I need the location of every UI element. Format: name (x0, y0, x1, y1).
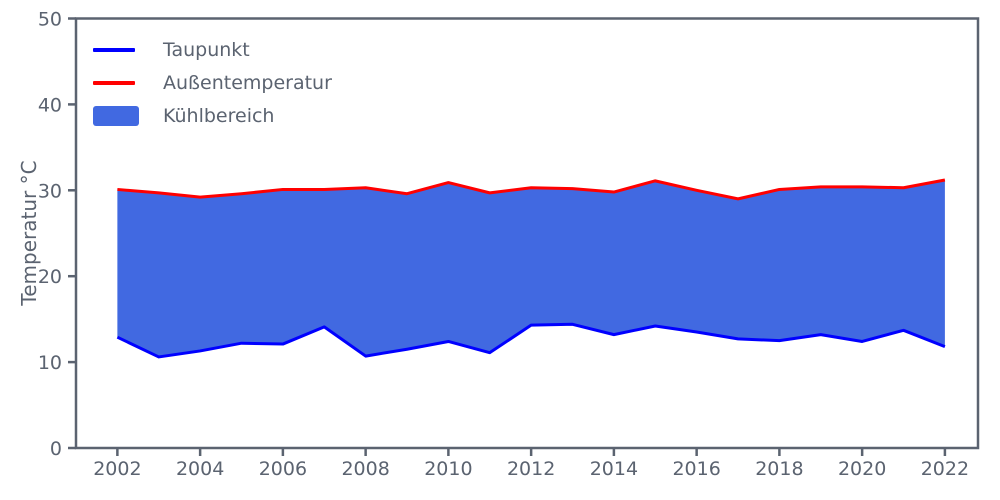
x-tick-label: 2006 (259, 458, 307, 480)
legend-item-taupunkt: Taupunkt (93, 33, 332, 66)
x-tick-label: 2004 (176, 458, 224, 480)
legend-label-taupunkt: Taupunkt (163, 38, 250, 61)
aussentemperatur-line-swatch (93, 80, 135, 85)
y-tick-label: 10 (38, 352, 62, 374)
legend-label-kuehlbereich: Kühlbereich (163, 104, 275, 127)
x-tick-label: 2018 (755, 458, 803, 480)
x-tick-label: 2008 (341, 458, 389, 480)
legend: Taupunkt Außentemperatur Kühlbereich (93, 33, 332, 132)
x-tick-label: 2014 (590, 458, 638, 480)
taupunkt-line-swatch (93, 47, 135, 52)
legend-label-aussentemperatur: Außentemperatur (163, 71, 332, 94)
x-tick-label: 2016 (672, 458, 720, 480)
x-tick-label: 2012 (507, 458, 555, 480)
y-tick-label: 50 (38, 9, 62, 31)
axis-frame (74, 17, 980, 450)
aussentemperatur-series (117, 178, 946, 201)
legend-marker-wrap (93, 80, 139, 85)
taupunkt-series (116, 322, 946, 359)
kuehlbereich-patch-swatch (93, 105, 139, 126)
legend-marker-wrap (93, 47, 139, 52)
y-tick-label: 20 (38, 266, 62, 288)
y-axis-label: Temperatur °C (17, 160, 41, 306)
legend-item-aussentemperatur: Außentemperatur (93, 66, 332, 99)
kuehlbereich-area (117, 179, 945, 357)
legend-marker-wrap (93, 105, 139, 126)
x-tick-label: 2002 (93, 458, 141, 480)
legend-item-kuehlbereich: Kühlbereich (93, 99, 332, 132)
y-tick-label: 30 (38, 180, 62, 202)
x-tick-label: 2020 (838, 458, 886, 480)
y-tick-label: 40 (38, 94, 62, 116)
x-tick-label: 2022 (921, 458, 969, 480)
x-tick-label: 2010 (424, 458, 472, 480)
y-tick-label: 0 (50, 438, 62, 460)
